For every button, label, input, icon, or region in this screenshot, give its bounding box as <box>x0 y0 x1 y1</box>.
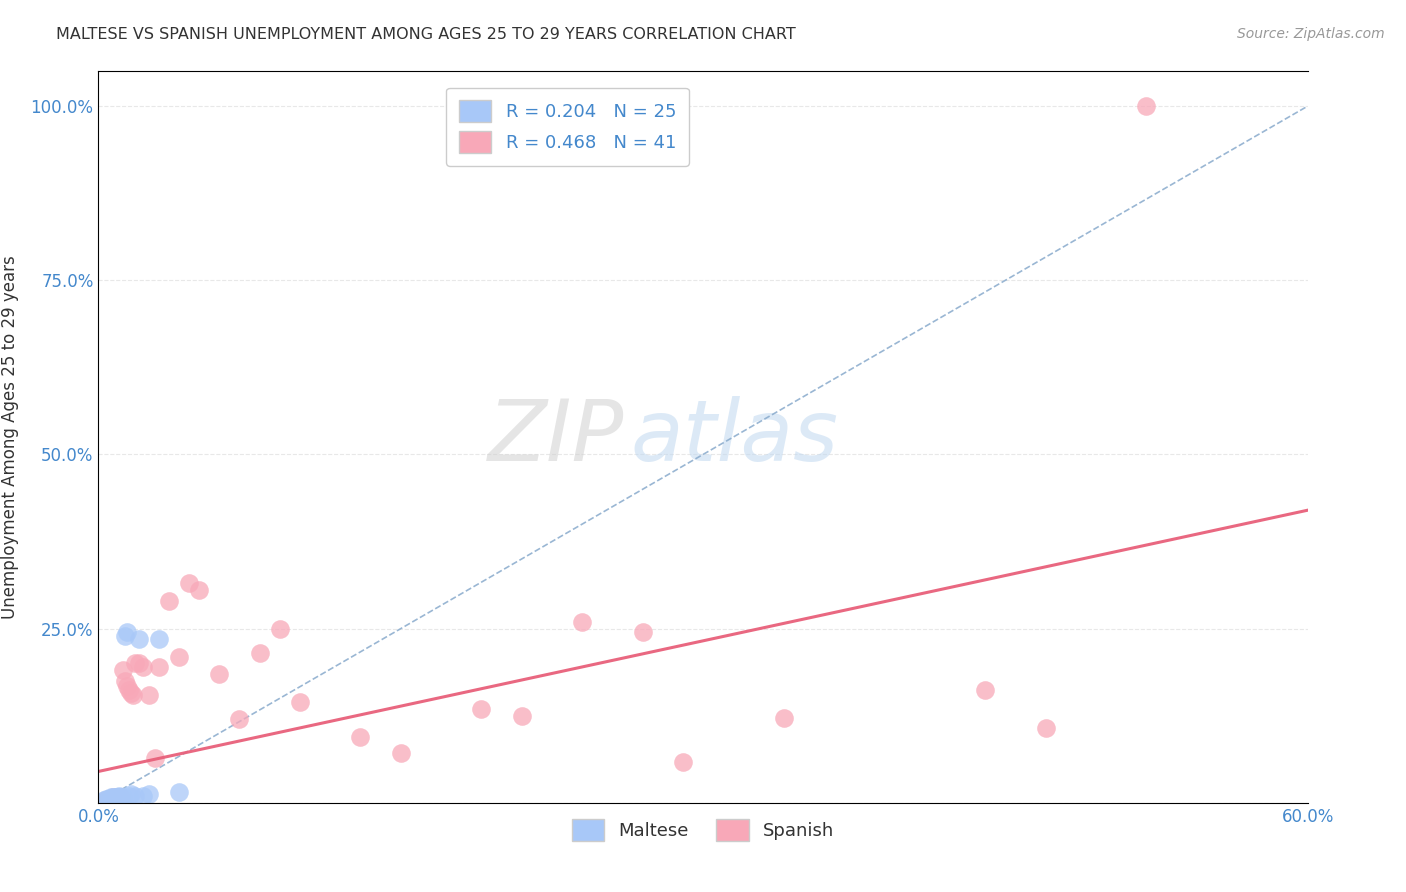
Point <box>118 789 141 803</box>
Point <box>101 790 124 805</box>
Point <box>672 756 695 770</box>
Point <box>107 789 129 803</box>
Point <box>470 702 492 716</box>
Text: Source: ZipAtlas.com: Source: ZipAtlas.com <box>1237 27 1385 41</box>
Point <box>120 686 142 700</box>
Text: MALTESE VS SPANISH UNEMPLOYMENT AMONG AGES 25 TO 29 YEARS CORRELATION CHART: MALTESE VS SPANISH UNEMPLOYMENT AMONG AG… <box>56 27 796 42</box>
Point <box>103 791 125 805</box>
Point <box>389 746 412 760</box>
Point <box>96 792 118 806</box>
Point <box>115 625 138 640</box>
Text: atlas: atlas <box>630 395 838 479</box>
Point <box>124 657 146 671</box>
Text: ZIP: ZIP <box>488 395 624 479</box>
Point <box>148 632 170 646</box>
Point <box>100 791 122 805</box>
Point <box>1135 99 1157 113</box>
Point <box>124 789 146 803</box>
Point <box>228 712 250 726</box>
Point <box>105 789 128 804</box>
Point <box>143 750 166 764</box>
Point <box>100 790 122 805</box>
Point <box>115 679 138 693</box>
Point <box>110 790 132 805</box>
Point <box>249 646 271 660</box>
Point <box>110 790 132 805</box>
Point <box>103 791 125 805</box>
Point <box>118 682 141 697</box>
Point <box>111 664 134 678</box>
Point <box>208 667 231 681</box>
Legend: Maltese, Spanish: Maltese, Spanish <box>564 812 842 848</box>
Point <box>128 657 150 671</box>
Point <box>288 695 311 709</box>
Point <box>510 708 533 723</box>
Point <box>179 576 201 591</box>
Point <box>167 785 190 799</box>
Point <box>114 629 136 643</box>
Point <box>114 673 136 688</box>
Point <box>772 711 794 725</box>
Point <box>105 790 128 805</box>
Point <box>121 688 143 702</box>
Point <box>107 791 129 805</box>
Point <box>349 730 371 744</box>
Point <box>101 791 124 805</box>
Point <box>132 660 155 674</box>
Point <box>128 632 150 646</box>
Point <box>97 792 120 806</box>
Point <box>138 688 160 702</box>
Point <box>96 793 118 807</box>
Point <box>148 660 170 674</box>
Point <box>631 625 654 640</box>
Point <box>101 790 124 805</box>
Point <box>188 583 211 598</box>
Point <box>974 682 997 697</box>
Point <box>100 791 122 805</box>
Point <box>120 788 142 802</box>
Point <box>167 649 190 664</box>
Point <box>97 791 120 805</box>
Point <box>103 789 125 804</box>
Point <box>1035 721 1057 735</box>
Point <box>269 622 291 636</box>
Point <box>93 793 115 807</box>
Point <box>157 594 180 608</box>
Point <box>138 788 160 802</box>
Point <box>101 791 124 805</box>
Point <box>105 790 128 805</box>
Point <box>132 789 155 803</box>
Point <box>571 615 593 629</box>
Y-axis label: Unemployment Among Ages 25 to 29 years: Unemployment Among Ages 25 to 29 years <box>1 255 20 619</box>
Point <box>107 791 129 805</box>
Point <box>111 789 134 804</box>
